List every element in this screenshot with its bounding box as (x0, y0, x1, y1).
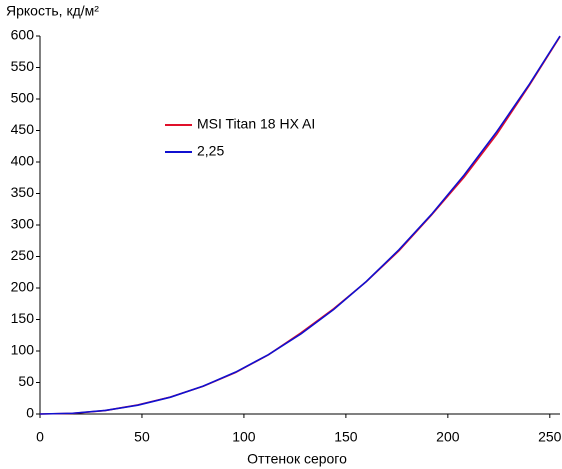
y-tick-label: 0 (26, 405, 34, 421)
y-tick-label: 600 (11, 27, 35, 43)
y-tick-label: 200 (11, 279, 35, 295)
x-tick-label: 150 (334, 429, 358, 445)
y-tick-label: 50 (18, 373, 34, 389)
y-tick-label: 100 (11, 342, 35, 358)
y-axis-label: Яркость, кд/м² (6, 3, 99, 19)
y-tick-label: 300 (11, 216, 35, 232)
x-tick-label: 200 (436, 429, 460, 445)
x-tick-label: 100 (232, 429, 256, 445)
x-tick-label: 0 (36, 429, 44, 445)
y-tick-label: 150 (11, 310, 35, 326)
x-tick-label: 50 (134, 429, 150, 445)
series-line (39, 36, 561, 415)
series-line (39, 35, 561, 415)
y-tick-label: 550 (11, 58, 35, 74)
y-tick-label: 500 (11, 90, 35, 106)
y-tick-label: 400 (11, 153, 35, 169)
y-tick-label: 250 (11, 247, 35, 263)
x-axis-label: Оттенок серого (247, 451, 347, 467)
y-tick-label: 450 (11, 121, 35, 137)
y-tick-label: 350 (11, 184, 35, 200)
x-tick-label: 250 (538, 429, 562, 445)
legend-label: MSI Titan 18 HX AI (197, 116, 315, 132)
legend-label: 2,25 (197, 143, 224, 159)
